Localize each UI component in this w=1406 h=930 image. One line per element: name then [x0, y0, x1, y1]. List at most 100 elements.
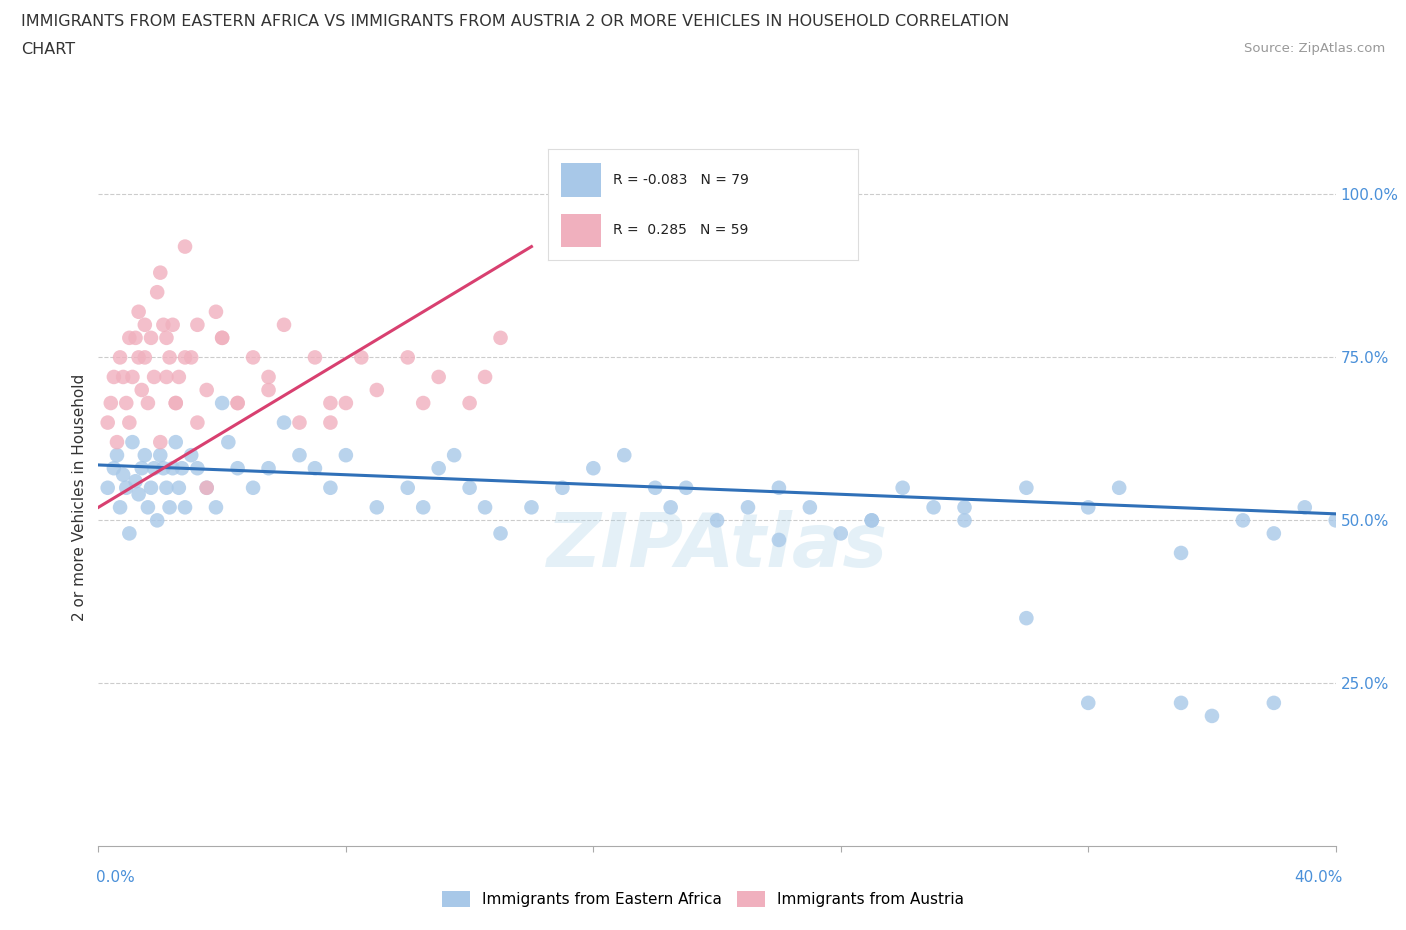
Point — [396, 480, 419, 495]
Point — [257, 382, 280, 397]
Y-axis label: 2 or more Vehicles in Household: 2 or more Vehicles in Household — [72, 374, 87, 621]
Point — [335, 395, 357, 410]
Point — [124, 330, 146, 345]
Bar — [561, 214, 600, 247]
Point — [136, 395, 159, 410]
Point — [195, 480, 218, 495]
Text: R =  0.285   N = 59: R = 0.285 N = 59 — [613, 223, 748, 237]
Point — [1232, 513, 1254, 528]
Point — [226, 395, 249, 410]
Point — [799, 500, 821, 515]
Point — [412, 395, 434, 410]
Point — [474, 369, 496, 384]
Point — [146, 513, 169, 528]
Bar — [561, 164, 600, 197]
Point — [489, 330, 512, 345]
Point — [1077, 500, 1099, 515]
Text: R = -0.083   N = 79: R = -0.083 N = 79 — [613, 173, 749, 187]
Point — [257, 369, 280, 384]
Point — [128, 350, 150, 365]
Point — [155, 480, 177, 495]
Point — [458, 480, 481, 495]
Point — [159, 500, 181, 515]
Point — [273, 317, 295, 332]
Point — [1170, 696, 1192, 711]
Point — [953, 500, 976, 515]
Point — [186, 317, 208, 332]
Point — [443, 447, 465, 462]
Point — [288, 447, 311, 462]
Point — [128, 304, 150, 319]
Point — [860, 513, 883, 528]
Point — [139, 330, 162, 345]
Point — [149, 265, 172, 280]
Point — [97, 480, 120, 495]
Point — [1015, 480, 1038, 495]
Point — [613, 447, 636, 462]
Point — [170, 460, 193, 475]
Point — [205, 304, 228, 319]
Point — [165, 395, 187, 410]
Point — [319, 395, 342, 410]
Point — [143, 460, 166, 475]
Text: 40.0%: 40.0% — [1295, 870, 1343, 884]
Point — [205, 500, 228, 515]
Text: CHART: CHART — [21, 42, 75, 57]
Point — [737, 500, 759, 515]
Point — [1015, 611, 1038, 626]
Point — [180, 350, 202, 365]
Point — [121, 369, 143, 384]
Point — [180, 447, 202, 462]
Legend: Immigrants from Eastern Africa, Immigrants from Austria: Immigrants from Eastern Africa, Immigran… — [436, 884, 970, 913]
Point — [103, 369, 125, 384]
Point — [427, 369, 450, 384]
Point — [139, 480, 162, 495]
Point — [427, 460, 450, 475]
Point — [1263, 696, 1285, 711]
Point — [953, 513, 976, 528]
Point — [124, 473, 146, 488]
Point — [768, 480, 790, 495]
Point — [112, 369, 135, 384]
Point — [131, 382, 153, 397]
Point — [108, 350, 131, 365]
Point — [659, 500, 682, 515]
Point — [319, 415, 342, 430]
Point — [105, 434, 128, 449]
Point — [115, 395, 138, 410]
Point — [108, 500, 131, 515]
Point — [366, 500, 388, 515]
Point — [155, 330, 177, 345]
Point — [155, 369, 177, 384]
Point — [211, 395, 233, 410]
Point — [128, 486, 150, 501]
Point — [186, 415, 208, 430]
Point — [105, 447, 128, 462]
Point — [121, 434, 143, 449]
Point — [257, 460, 280, 475]
Point — [1294, 500, 1316, 515]
Point — [474, 500, 496, 515]
Point — [134, 447, 156, 462]
Point — [134, 317, 156, 332]
Text: IMMIGRANTS FROM EASTERN AFRICA VS IMMIGRANTS FROM AUSTRIA 2 OR MORE VEHICLES IN : IMMIGRANTS FROM EASTERN AFRICA VS IMMIGR… — [21, 14, 1010, 29]
Point — [118, 415, 141, 430]
Point — [211, 330, 233, 345]
Point — [551, 480, 574, 495]
Point — [582, 460, 605, 475]
Point — [1324, 513, 1347, 528]
Point — [860, 513, 883, 528]
Point — [335, 447, 357, 462]
Point — [226, 460, 249, 475]
Point — [489, 526, 512, 541]
Point — [118, 330, 141, 345]
Point — [830, 526, 852, 541]
Point — [159, 350, 181, 365]
Point — [675, 480, 697, 495]
Point — [174, 239, 197, 254]
Point — [174, 500, 197, 515]
Point — [1201, 709, 1223, 724]
Point — [195, 382, 218, 397]
Point — [97, 415, 120, 430]
Point — [167, 480, 190, 495]
